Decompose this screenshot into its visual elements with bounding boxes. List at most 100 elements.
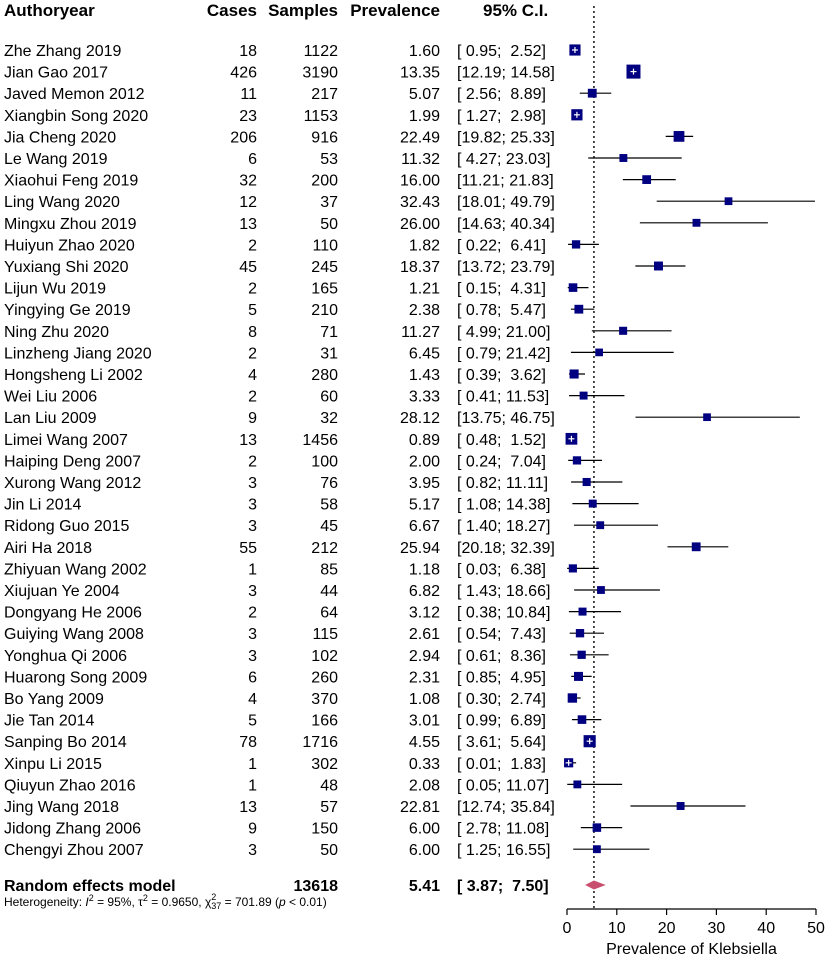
study-prevalence: 6.67 [409, 518, 440, 535]
x-tick-label: 20 [658, 920, 676, 937]
het-chi-label: χ [205, 895, 212, 909]
study-samples: 1456 [302, 432, 338, 449]
study-name: Jie Tan 2014 [4, 713, 95, 730]
study-prevalence: 6.45 [409, 345, 440, 362]
study-cases: 13 [239, 216, 257, 233]
summary-prevalence: 5.41 [409, 878, 440, 895]
effect-box [579, 391, 588, 400]
study-ci: [19.82; 25.33] [457, 129, 555, 146]
study-name: Xurong Wang 2012 [4, 475, 141, 492]
study-prevalence: 1.08 [409, 691, 440, 708]
study-ci: [12.74; 35.84] [457, 799, 555, 816]
study-prevalence: 1.60 [409, 43, 440, 60]
study-cases: 13 [239, 432, 257, 449]
study-samples: 115 [312, 626, 338, 643]
study-ci: [12.19; 14.58] [457, 65, 555, 82]
study-prevalence: 3.33 [409, 389, 440, 406]
study-samples: 212 [311, 540, 338, 557]
study-prevalence: 11.32 [401, 151, 440, 168]
study-cases: 11 [240, 86, 257, 103]
study-name: Limei Wang 2007 [4, 432, 128, 449]
study-name: Xiangbin Song 2020 [4, 108, 148, 125]
header-samples: Samples [268, 1, 338, 20]
study-prevalence: 28.12 [400, 410, 440, 427]
effect-box [574, 671, 584, 681]
study-prevalence: 6.82 [409, 583, 440, 600]
study-cases: 3 [248, 518, 257, 535]
study-prevalence: 2.08 [409, 777, 440, 794]
effect-box [577, 650, 586, 659]
study-cases: 78 [239, 734, 257, 751]
effect-box [592, 823, 602, 832]
x-tick-label: 0 [563, 920, 572, 937]
summary-diamond [585, 880, 606, 890]
study-ci: [13.72; 23.79] [457, 259, 555, 276]
study-ci: [ 0.01; 1.83] [457, 756, 546, 773]
study-cases: 4 [248, 691, 257, 708]
het-chi-value: = 701.89 ( [221, 895, 279, 909]
effect-box [619, 154, 628, 162]
study-cases: 2 [248, 605, 257, 622]
effect-box [654, 261, 663, 271]
study-name: Javed Memon 2012 [4, 86, 145, 103]
study-name: Lijun Wu 2019 [4, 281, 106, 298]
study-prevalence: 0.89 [409, 432, 440, 449]
effect-box [572, 456, 582, 465]
effect-box [569, 369, 579, 379]
study-name: Xiaohui Feng 2019 [4, 173, 138, 190]
study-cases: 5 [248, 713, 257, 730]
study-ci: [ 0.85; 4.95] [457, 669, 546, 686]
effect-box [703, 413, 711, 422]
het-chi-sup: 2 [211, 892, 216, 902]
study-name: Jia Cheng 2020 [4, 129, 116, 146]
study-prevalence: 6.00 [409, 842, 440, 859]
study-prevalence: 1.43 [409, 367, 440, 384]
study-prevalence: 1.21 [409, 281, 440, 298]
study-prevalence: 6.00 [409, 821, 440, 838]
study-cases: 3 [248, 497, 257, 514]
study-name: Hongsheng Li 2002 [4, 367, 143, 384]
study-prevalence: 1.18 [409, 561, 440, 578]
study-ci: [ 0.95; 2.52] [457, 43, 546, 60]
study-samples: 3190 [302, 65, 338, 82]
study-cases: 1 [248, 756, 257, 773]
study-cases: 9 [248, 821, 257, 838]
study-samples: 58 [320, 497, 338, 514]
study-samples: 165 [311, 281, 338, 298]
effect-box [692, 218, 701, 227]
study-name: Jidong Zhang 2006 [4, 821, 141, 838]
study-cases: 3 [248, 842, 257, 859]
study-name: Le Wang 2019 [4, 151, 108, 168]
study-cases: 3 [248, 475, 257, 492]
study-ci: [11.21; 21.83] [457, 173, 554, 190]
study-samples: 1716 [302, 734, 338, 751]
summary-label: Random effects model [4, 878, 176, 895]
study-prevalence: 25.94 [400, 540, 440, 557]
study-name: Guiying Wang 2008 [4, 626, 144, 643]
study-ci: [ 0.79; 21.42] [457, 345, 550, 362]
study-name: Yuxiang Shi 2020 [4, 259, 129, 276]
study-prevalence: 16.00 [400, 173, 440, 190]
study-ci: [ 0.78; 5.47] [457, 302, 546, 319]
study-name: Zhiyuan Wang 2002 [4, 561, 147, 578]
study-samples: 150 [311, 821, 338, 838]
study-name: Airi Ha 2018 [4, 540, 92, 557]
study-samples: 50 [320, 216, 338, 233]
study-cases: 3 [248, 626, 257, 643]
study-cases: 4 [248, 367, 257, 384]
study-samples: 217 [311, 86, 338, 103]
effect-box [577, 715, 587, 724]
study-prevalence: 32.43 [400, 194, 440, 211]
study-cases: 2 [248, 453, 257, 470]
study-prevalence: 22.49 [400, 129, 440, 146]
study-ci: [ 1.40; 18.27] [457, 518, 550, 535]
study-name: Xiujuan Ye 2004 [4, 583, 120, 600]
study-prevalence: 4.55 [409, 734, 440, 751]
study-ci: [ 1.08; 14.38] [457, 497, 550, 514]
study-ci: [13.75; 46.75] [457, 410, 555, 427]
study-name: Bo Yang 2009 [4, 691, 104, 708]
het-i2-value: = 95%, [94, 895, 138, 909]
study-name: Ning Zhu 2020 [4, 324, 109, 341]
study-ci: [ 3.61; 5.64] [457, 734, 546, 751]
study-ci: [ 2.56; 8.89] [457, 86, 546, 103]
